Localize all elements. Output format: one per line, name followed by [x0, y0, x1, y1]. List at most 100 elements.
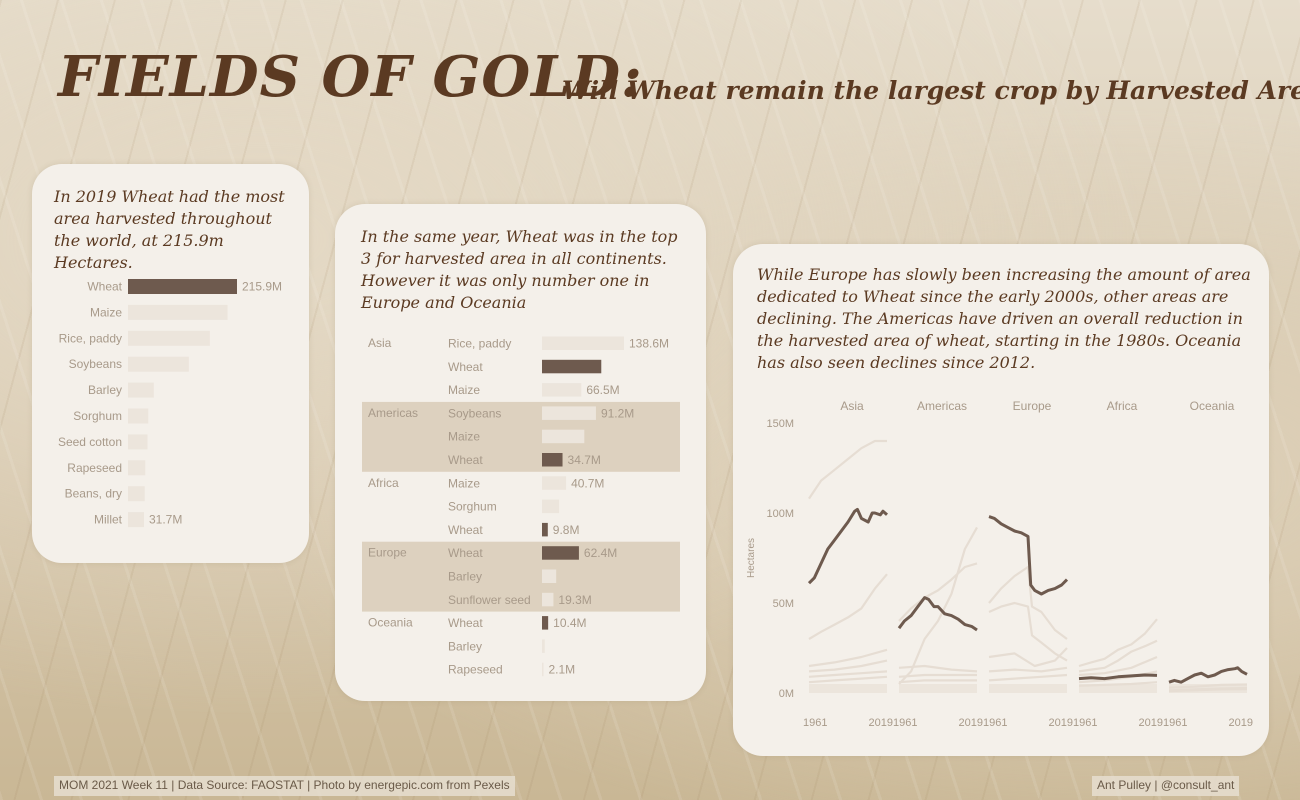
bar-value-label: 138.6M: [629, 337, 669, 351]
crop-label: Wheat: [448, 523, 483, 537]
bar: [128, 408, 149, 424]
line-other-crop: [988, 601, 1068, 662]
footer-author: Ant Pulley | @consult_ant: [1092, 776, 1240, 796]
line-wheat: [897, 596, 978, 632]
bar-value-label: 9.8M: [553, 523, 580, 537]
continent-label: Africa: [368, 476, 399, 490]
x-tick-label: 2019: [1229, 717, 1253, 729]
crop-label: Rapeseed: [448, 663, 503, 677]
continent-label: Asia: [368, 336, 392, 350]
line-other-crop: [1078, 639, 1158, 673]
panel-title: Americas: [917, 399, 967, 413]
trend-text: While Europe has slowly been increasing …: [757, 265, 1251, 372]
x-tick-label: 2019: [959, 717, 983, 729]
bar-wheat: [542, 359, 602, 374]
crop-label: Soybeans: [448, 406, 501, 420]
bar-value-label: 10.4M: [553, 616, 586, 630]
crop-label: Maize: [448, 430, 480, 444]
bar-category-label: Beans, dry: [65, 487, 122, 501]
line-other-crop: [988, 673, 1068, 682]
line-wheat: [1078, 673, 1158, 681]
x-tick-label: 1961: [893, 717, 917, 729]
line-wheat: [988, 515, 1069, 596]
line-other-crop: [808, 675, 888, 684]
global-crops-text: In 2019 Wheat had the most area harveste…: [54, 187, 285, 272]
continent-label: Oceania: [368, 616, 413, 630]
bar: [542, 429, 585, 444]
x-tick-label: 2019: [869, 717, 893, 729]
bar-category-label: Seed cotton: [58, 435, 122, 449]
line-wheat: [807, 507, 889, 585]
bar-value-label: 31.7M: [149, 513, 182, 527]
x-tick-label: 1961: [803, 717, 827, 729]
bar-category-label: Maize: [90, 305, 122, 319]
continent-crops-card: In the same year, Wheat was in the top 3…: [335, 204, 706, 701]
bar-category-label: Rice, paddy: [59, 331, 122, 345]
line-other-crop: [988, 666, 1068, 673]
bar-value-label: 34.7M: [568, 453, 601, 467]
bar-value-label: 62.4M: [584, 546, 617, 560]
bar-value-label: 19.3M: [558, 593, 591, 607]
line-other-crop: [808, 573, 888, 640]
continent-crops-bar-chart: Asia Rice, paddy 138.6M Wheat Maize 66.5M Amer…: [362, 336, 680, 677]
continent-crops-text: In the same year, Wheat was in the top 3…: [361, 227, 678, 312]
y-tick-label: 0M: [779, 688, 794, 700]
continent-band: [362, 401, 680, 472]
line-other-crop: [988, 565, 1068, 640]
bar: [542, 639, 545, 653]
x-tick-label: 2019: [1139, 717, 1163, 729]
bar: [128, 460, 146, 476]
bar: [542, 499, 560, 514]
crop-label: Maize: [448, 476, 480, 490]
bar: [542, 476, 567, 490]
global-crops-card: In 2019 Wheat had the most area harveste…: [32, 164, 309, 563]
bar-category-label: Rapeseed: [67, 461, 122, 475]
bar-value-label: 91.2M: [601, 406, 634, 420]
title-block: FIELDS OF GOLD: Will Wheat remain the la…: [58, 44, 1300, 124]
crop-label: Wheat: [448, 360, 483, 374]
bar: [542, 569, 557, 583]
bar-category-label: Barley: [88, 383, 122, 397]
panel-title: Africa: [1107, 399, 1138, 413]
line-other-crop: [808, 659, 888, 673]
bar: [128, 304, 228, 320]
bar: [542, 592, 554, 607]
crop-label: Barley: [448, 570, 482, 584]
bar-wheat: [542, 453, 563, 467]
y-tick-label: 100M: [766, 508, 794, 520]
crop-label: Sorghum: [448, 500, 497, 514]
bar-wheat: [542, 546, 579, 560]
panel-baseline-band: [989, 684, 1067, 693]
y-tick-label: 150M: [766, 418, 794, 430]
crop-label: Maize: [448, 383, 480, 397]
bar: [128, 512, 145, 528]
continent-band: [362, 541, 680, 612]
page-title: FIELDS OF GOLD:: [58, 44, 643, 110]
x-tick-label: 2019: [1049, 717, 1073, 729]
bar-category-label: Millet: [94, 513, 123, 527]
bar-value-label: 2.1M: [549, 663, 576, 677]
crop-label: Wheat: [448, 616, 483, 630]
bar-wheat: [542, 522, 548, 537]
crop-label: Sunflower seed: [448, 593, 531, 607]
crop-label: Wheat: [448, 453, 483, 467]
line-other-crop: [808, 670, 888, 678]
line-other-crop: [1078, 681, 1158, 687]
y-tick-label: 50M: [773, 598, 794, 610]
line-other-crop: [898, 526, 978, 685]
bar: [542, 383, 582, 397]
continent-label: Europe: [368, 546, 407, 560]
trend-card: While Europe has slowly been increasing …: [733, 244, 1269, 756]
line-other-crop: [1078, 655, 1158, 677]
line-other-crop: [808, 648, 888, 668]
bar-value-label: 66.5M: [586, 383, 619, 397]
line-other-crop: [808, 439, 887, 500]
line-other-crop: [1078, 618, 1158, 668]
panel-title: Europe: [1013, 399, 1052, 413]
bar-value-label: 40.7M: [571, 476, 604, 490]
bar: [542, 662, 544, 677]
bar: [542, 336, 624, 350]
bar: [542, 406, 596, 420]
line-other-crop: [1168, 686, 1248, 692]
